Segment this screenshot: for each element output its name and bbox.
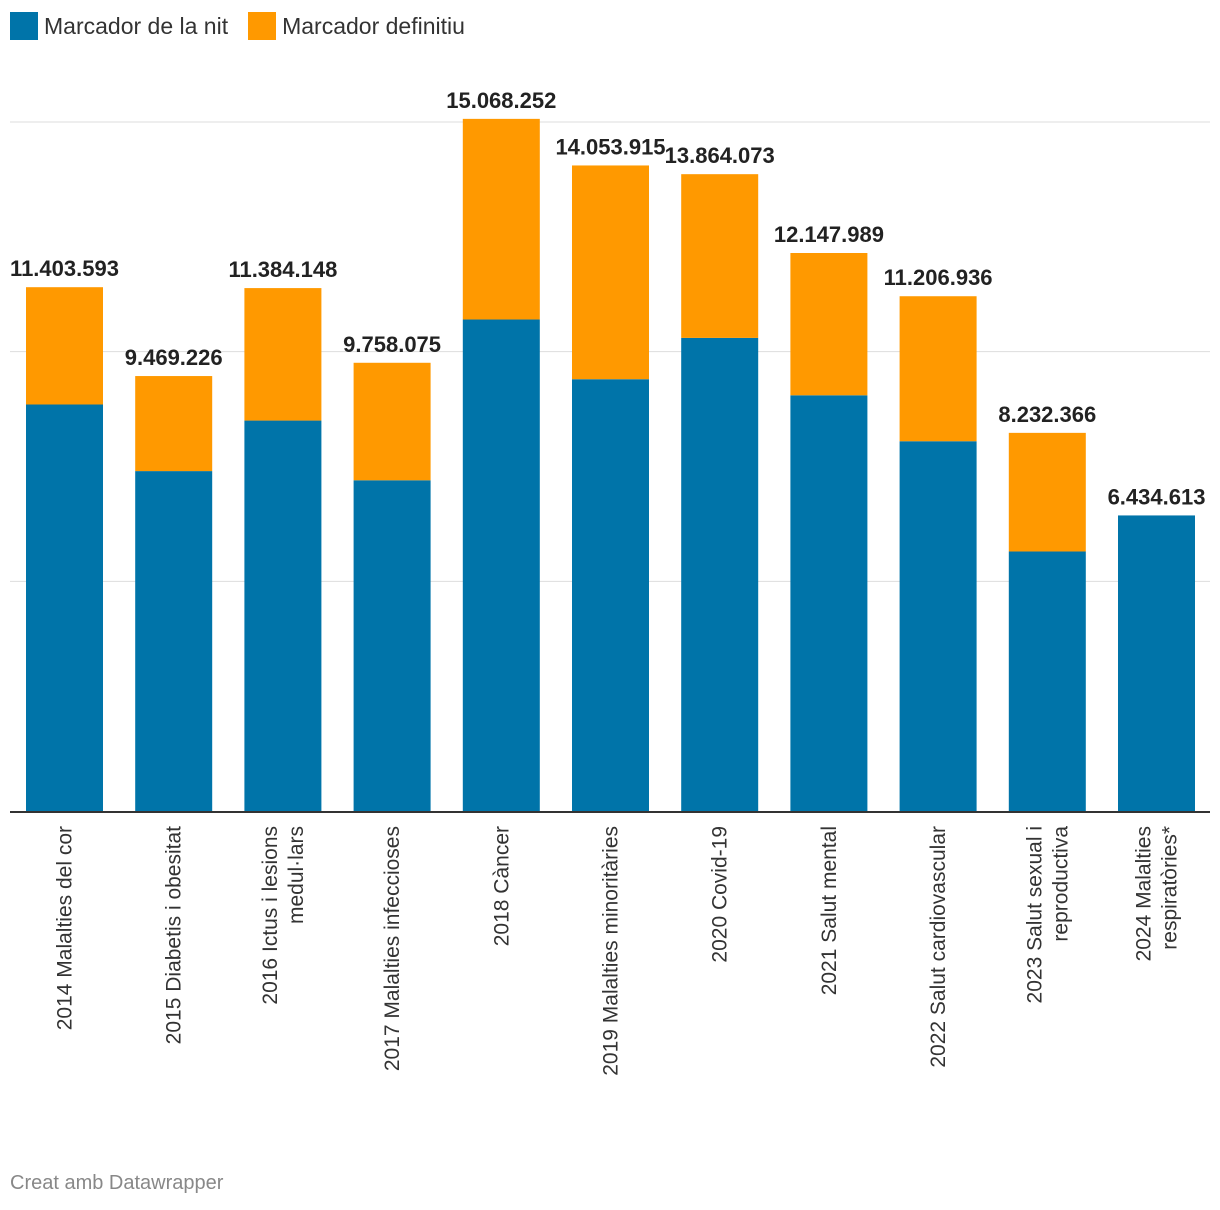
bar-final-2 xyxy=(135,376,213,472)
category-label-7: 2020 Covid-19 xyxy=(709,826,732,963)
total-label-8: 12.147.989 xyxy=(774,222,884,247)
category-label-5: 2018 Càncer xyxy=(490,826,513,946)
bar-night-8 xyxy=(790,395,868,811)
credit-link[interactable]: Creat amb Datawrapper xyxy=(10,1172,224,1194)
legend-swatch-night-score xyxy=(10,12,38,40)
legend-swatch-final-score xyxy=(248,12,277,40)
category-label-11-line-1: 2024 Malalties xyxy=(1133,826,1156,961)
bar-night-7 xyxy=(681,337,759,811)
legend-label-night-score: Marcador de la nit xyxy=(44,12,229,39)
category-label-4-line-1: 2017 Malalties infeccioses xyxy=(381,826,404,1071)
total-label-11: 6.434.613 xyxy=(1108,484,1206,509)
bar-night-5 xyxy=(462,319,540,811)
bar-night-1 xyxy=(26,404,103,811)
category-label-10-line-2: reproductiva xyxy=(1049,826,1072,942)
bar-final-8 xyxy=(790,253,868,396)
category-label-5-line-1: 2018 Càncer xyxy=(490,826,513,946)
bar-final-5 xyxy=(462,118,540,320)
legend-item-final-score[interactable]: Marcador definitiu xyxy=(248,12,465,40)
bar-night-9 xyxy=(899,441,977,811)
category-label-9-line-1: 2022 Salut cardiovascular xyxy=(927,826,950,1068)
category-label-6-line-1: 2019 Malalties minoritàries xyxy=(600,826,623,1076)
bar-night-6 xyxy=(572,379,649,811)
category-label-10: 2023 Salut sexual i reproductiva xyxy=(1023,826,1072,1004)
bar-night-2 xyxy=(135,471,213,811)
category-label-1: 2014 Malalties del cor xyxy=(54,826,77,1030)
bar-final-9 xyxy=(899,296,977,442)
bar-final-6 xyxy=(572,165,649,380)
category-label-6: 2019 Malalties minoritàries xyxy=(600,826,623,1076)
category-label-4: 2017 Malalties infeccioses xyxy=(381,826,404,1071)
legend: Marcador de la nit Marcador definitiu xyxy=(10,12,485,40)
total-label-3: 11.384.148 xyxy=(228,257,337,282)
bar-final-1 xyxy=(26,287,103,405)
bar-final-3 xyxy=(244,288,322,421)
bar-final-7 xyxy=(681,174,759,338)
total-label-6: 14.053.915 xyxy=(555,134,665,159)
bar-final-10 xyxy=(1008,432,1086,552)
bar-night-10 xyxy=(1008,551,1086,811)
bar-final-4 xyxy=(353,362,431,481)
category-label-2: 2015 Diabetis i obesitat xyxy=(163,826,186,1044)
category-label-8: 2021 Salut mental xyxy=(818,826,841,995)
bar-night-11 xyxy=(1118,515,1195,811)
category-label-11-line-2: respiratòries* xyxy=(1159,826,1182,950)
bar-night-4 xyxy=(353,480,431,811)
total-label-1: 11.403.593 xyxy=(10,256,119,281)
total-label-7: 13.864.073 xyxy=(665,143,775,168)
total-label-9: 11.206.936 xyxy=(884,265,993,290)
category-label-1-line-1: 2014 Malalties del cor xyxy=(54,826,77,1030)
category-label-3-line-1: 2016 Ictus i lesions xyxy=(259,826,282,1005)
category-label-8-line-1: 2021 Salut mental xyxy=(818,826,841,995)
total-label-5: 15.068.252 xyxy=(446,88,556,113)
legend-label-final-score: Marcador definitiu xyxy=(282,12,465,39)
category-label-10-line-1: 2023 Salut sexual i xyxy=(1023,826,1046,1003)
category-label-9: 2022 Salut cardiovascular xyxy=(927,826,950,1068)
bar-night-3 xyxy=(244,420,322,811)
category-label-3: 2016 Ictus i lesions medul·lars xyxy=(259,826,308,1005)
legend-item-night-score[interactable]: Marcador de la nit xyxy=(10,12,228,40)
total-label-2: 9.469.226 xyxy=(125,345,223,370)
category-label-2-line-1: 2015 Diabetis i obesitat xyxy=(163,826,186,1044)
total-label-4: 9.758.075 xyxy=(343,332,441,357)
category-label-11: 2024 Malalties respiratòries* xyxy=(1133,826,1182,961)
total-label-10: 8.232.366 xyxy=(998,402,1096,427)
category-label-3-line-2: medul·lars xyxy=(285,826,308,924)
footer: Creat amb Datawrapper xyxy=(10,1172,223,1195)
stacked-bar-chart: 11.403.593 2014 Malalties del cor 9.469.22… xyxy=(10,88,1210,1076)
category-label-7-line-1: 2020 Covid-19 xyxy=(709,826,732,963)
